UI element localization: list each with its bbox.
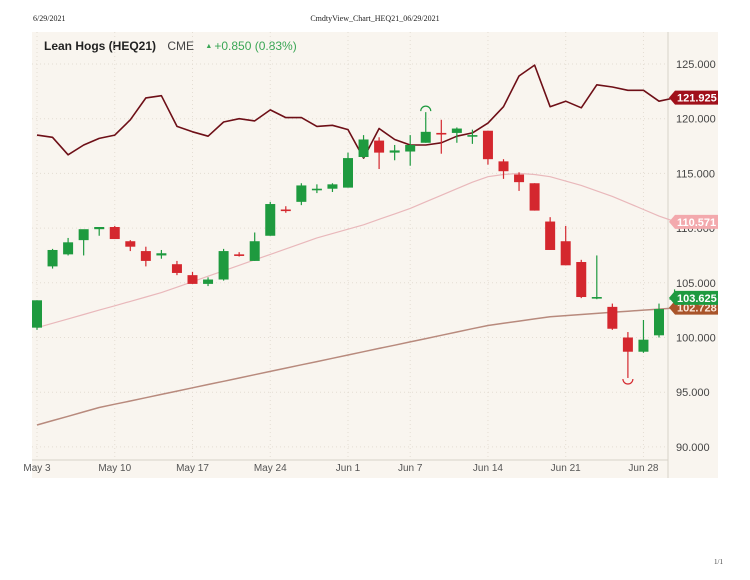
candle[interactable]: [591, 255, 602, 300]
price-change: ▲ +0.850 (0.83%): [205, 39, 296, 53]
svg-text:121.925: 121.925: [677, 93, 717, 105]
candle[interactable]: [436, 119, 447, 154]
candle[interactable]: [78, 229, 89, 256]
candle[interactable]: [638, 319, 649, 353]
low-marker-icon: [622, 378, 634, 385]
candle[interactable]: [109, 225, 120, 240]
y-tick-label: 105.000: [676, 278, 716, 290]
candle[interactable]: [171, 260, 182, 276]
candle[interactable]: [654, 303, 664, 338]
candle[interactable]: [358, 135, 369, 159]
candle[interactable]: [234, 252, 245, 257]
y-tick-label: 95.000: [676, 387, 710, 399]
candle[interactable]: [451, 127, 462, 143]
candle[interactable]: [94, 227, 105, 236]
x-tick-label: May 17: [176, 463, 209, 474]
candle[interactable]: [343, 152, 353, 188]
instrument-name: Lean Hogs (HEQ21): [44, 39, 157, 53]
y-tick-label: 120.000: [676, 114, 716, 126]
x-tick-label: Jun 7: [398, 463, 423, 474]
candle[interactable]: [32, 300, 42, 330]
candle[interactable]: [405, 135, 416, 166]
x-tick-label: May 3: [23, 463, 51, 474]
svg-text:110.571: 110.571: [677, 217, 716, 229]
candle[interactable]: [622, 332, 633, 378]
long-ma-line: [36, 307, 675, 426]
candle[interactable]: [529, 183, 540, 211]
x-tick-label: Jun 28: [628, 463, 658, 474]
candle[interactable]: [576, 259, 587, 299]
candle[interactable]: [218, 248, 229, 281]
x-tick-label: Jun 14: [473, 463, 503, 474]
candle[interactable]: [327, 183, 338, 192]
short-ma-line: [36, 172, 675, 329]
candle[interactable]: [265, 201, 276, 236]
candle[interactable]: [140, 246, 151, 267]
candle[interactable]: [545, 217, 556, 250]
candle[interactable]: [280, 206, 291, 213]
candle[interactable]: [47, 248, 58, 269]
x-tick-label: May 10: [98, 463, 131, 474]
candle[interactable]: [63, 237, 74, 256]
y-tick-label: 90.000: [676, 442, 710, 454]
candle[interactable]: [156, 249, 167, 259]
candle[interactable]: [482, 130, 493, 165]
candle[interactable]: [249, 232, 260, 261]
candle[interactable]: [560, 225, 571, 266]
price-change-value: +0.850 (0.83%): [214, 39, 297, 53]
y-tick-label: 100.000: [676, 333, 716, 345]
print-date: 6/29/2021: [33, 14, 66, 23]
x-tick-label: Jun 1: [336, 463, 361, 474]
chart-title: Lean Hogs (HEQ21) CME ▲ +0.850 (0.83%): [44, 39, 297, 53]
svg-text:103.625: 103.625: [677, 293, 717, 305]
candle[interactable]: [203, 277, 214, 287]
last-price-tag: 103.625: [669, 290, 718, 305]
page-number: 1/1: [714, 558, 723, 566]
candle[interactable]: [420, 112, 431, 143]
print-title: CmdtyView_Chart_HEQ21_06/29/2021: [310, 14, 440, 23]
y-tick-label: 125.000: [676, 59, 716, 71]
y-tick-label: 115.000: [676, 168, 715, 180]
candle[interactable]: [374, 137, 385, 170]
candle[interactable]: [187, 271, 198, 284]
svg-text:102.728: 102.728: [677, 303, 717, 315]
x-tick-label: May 24: [254, 463, 287, 474]
exchange-label: CME: [167, 39, 195, 53]
high-marker-icon: [420, 105, 432, 112]
candle[interactable]: [498, 159, 509, 179]
candle[interactable]: [125, 240, 136, 252]
candle[interactable]: [296, 183, 307, 206]
candle[interactable]: [311, 184, 322, 194]
candle[interactable]: [467, 129, 478, 144]
upper-envelope-line: [36, 64, 675, 159]
candle[interactable]: [389, 144, 400, 161]
x-tick-label: Jun 21: [551, 463, 581, 474]
candle[interactable]: [514, 172, 525, 191]
up-arrow-icon: ▲: [205, 43, 213, 50]
short-ma-price-tag: 110.571: [669, 214, 718, 229]
upper-envelope-price-tag: 121.925: [669, 90, 718, 105]
candle[interactable]: [607, 303, 618, 330]
